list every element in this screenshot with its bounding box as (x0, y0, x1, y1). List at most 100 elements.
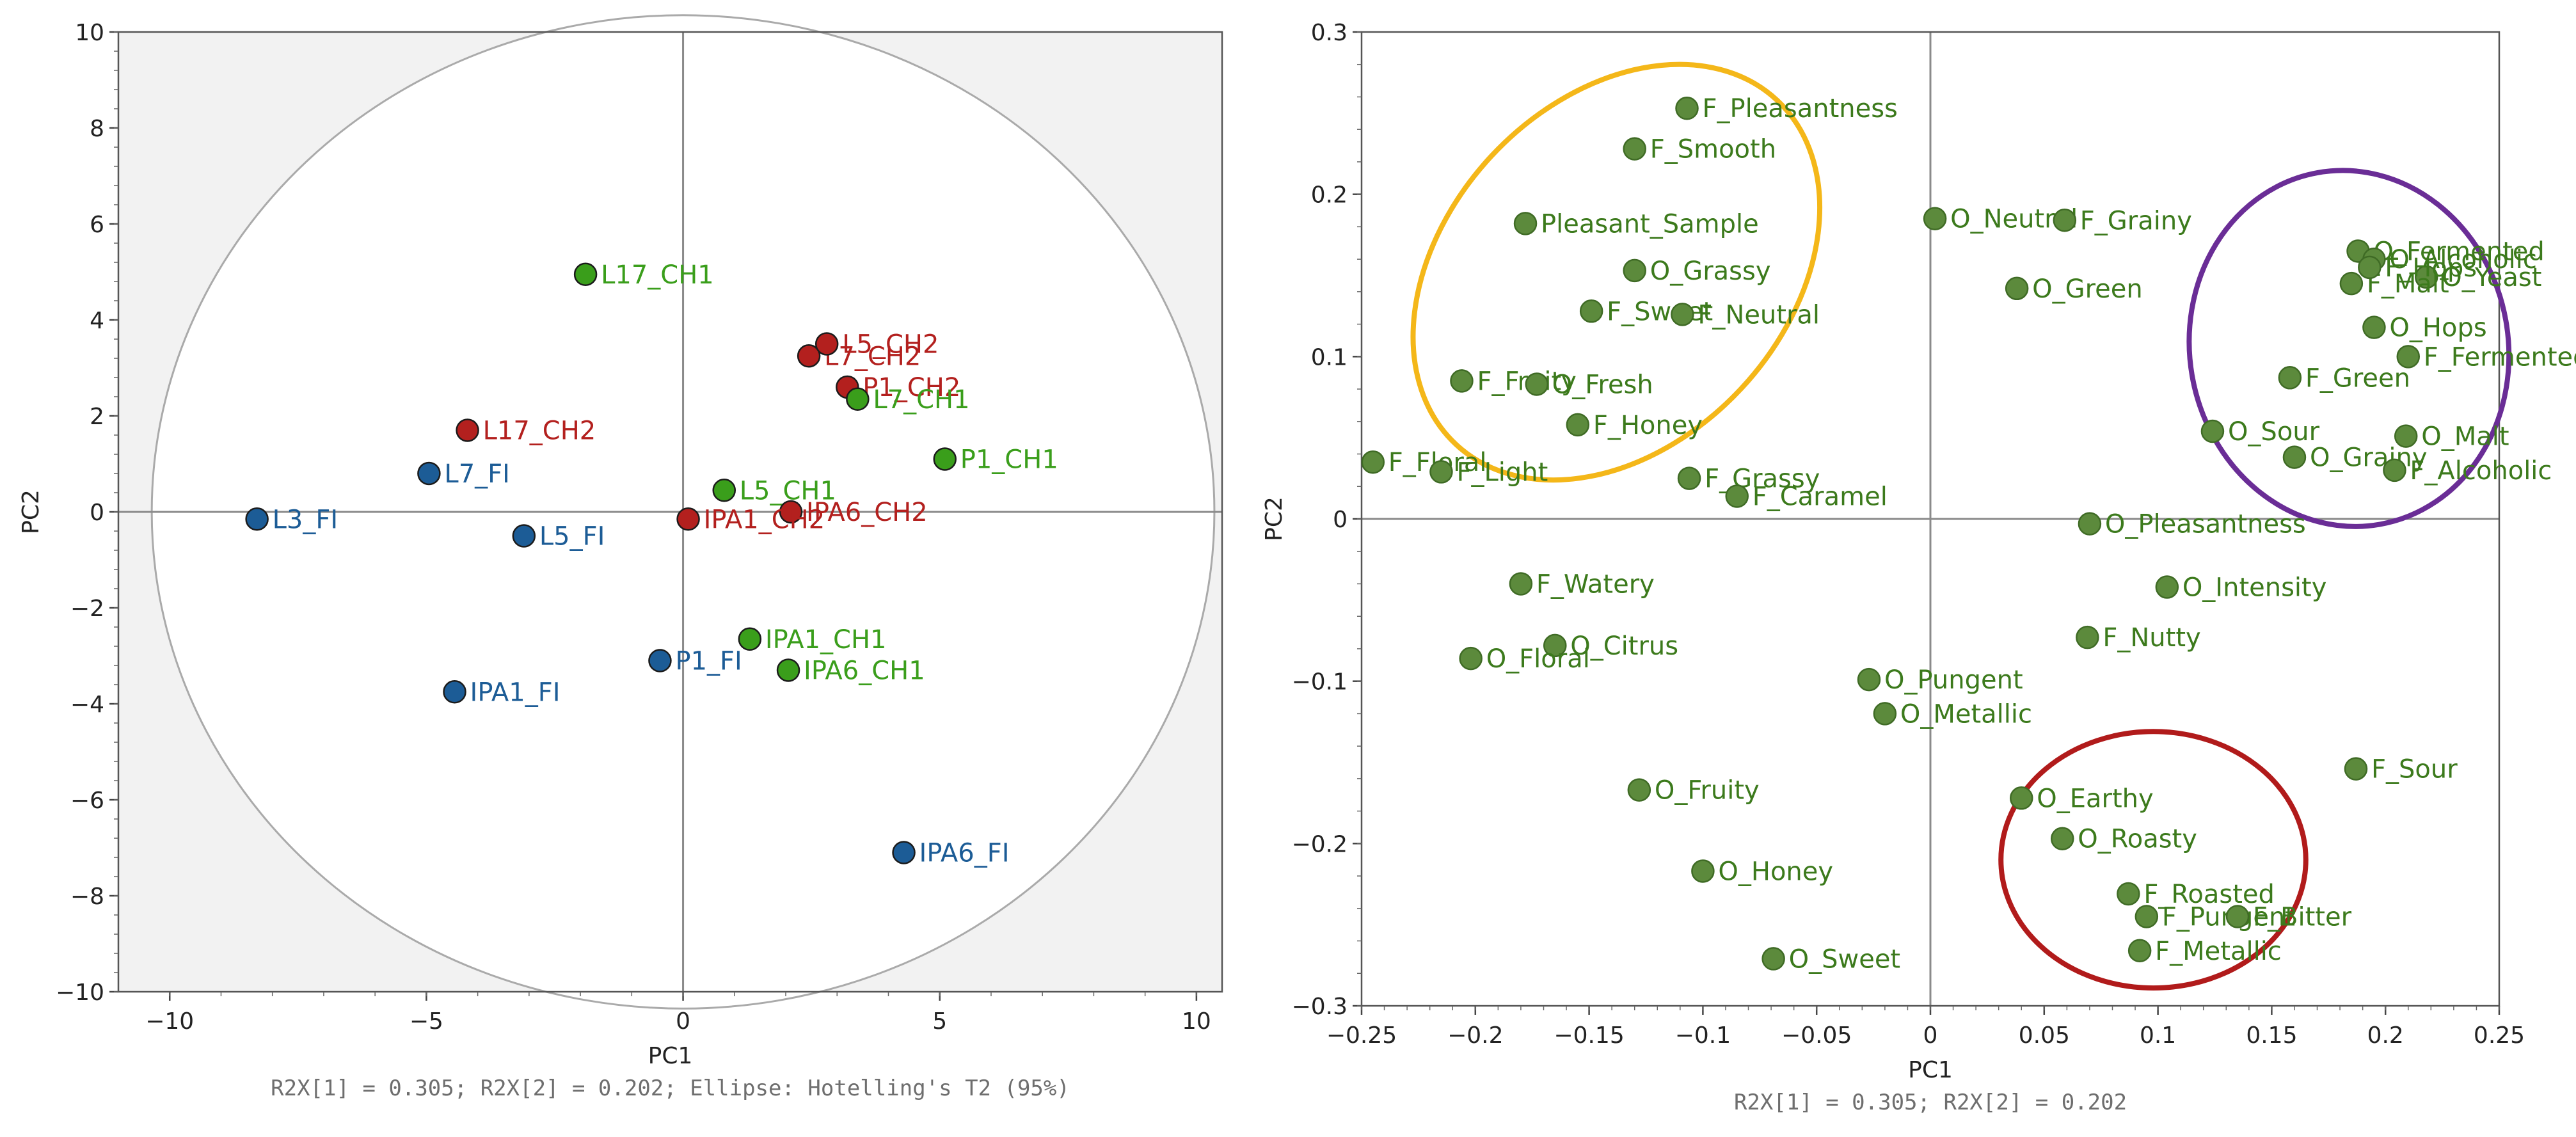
score-plot: −10 −5 0 5 10 −10 −8 −6 −4 −2 0 2 4 6 8 10 PC1 PC2 R2X[1] … (18, 14, 1223, 1101)
data-point (2339, 271, 2364, 296)
point-label: F_Light (1456, 457, 1548, 487)
point-label: O_Earthy (2037, 784, 2153, 813)
group-ellipse (2186, 168, 2512, 529)
data-point (797, 344, 821, 368)
data-point (1675, 96, 1699, 120)
data-point (1459, 646, 1483, 671)
y-tick-label: −10 (56, 980, 104, 1006)
x-axis-title: PC1 (648, 1043, 693, 1069)
data-point (776, 658, 800, 682)
x-tick-label: −0.15 (1554, 1022, 1624, 1049)
point-label: F_Alcoholic (2410, 456, 2552, 486)
data-point (443, 680, 466, 704)
x-tick-label: 0.05 (2019, 1022, 2070, 1049)
data-point (2053, 209, 2077, 232)
data-point (2127, 939, 2152, 963)
group-ellipse (1998, 729, 2309, 991)
point-label: O_Roasty (2078, 825, 2197, 854)
point-label: IPA6_CH1 (804, 656, 925, 686)
point-label: O_Sour (2228, 417, 2320, 447)
data-point (1923, 207, 1947, 230)
point-label: F_Neutral (1697, 300, 1820, 330)
data-point (1691, 859, 1715, 883)
data-point (573, 262, 598, 286)
point-label: O_Hops (2389, 314, 2486, 343)
data-point (1725, 484, 1749, 508)
point-label: F_Sour (2371, 755, 2458, 784)
point-label: L17_CH1 (601, 260, 714, 290)
point-label: IPA1_FI (470, 678, 561, 707)
x-tick-label: 0.1 (2140, 1022, 2176, 1049)
data-point (1525, 372, 1549, 396)
data-point (1873, 702, 1897, 726)
x-tick-label: 0.15 (2246, 1022, 2297, 1049)
data-point (1509, 572, 1533, 596)
y-tick-label: 8 (90, 116, 104, 142)
data-point (2009, 786, 2033, 810)
data-point (2383, 458, 2406, 482)
data-point (2344, 757, 2368, 781)
point-label: F_Roasted (2143, 880, 2275, 909)
y-tick-label: −2 (70, 596, 104, 622)
x-tick-label: 0.2 (2367, 1022, 2404, 1049)
data-point (933, 447, 957, 471)
data-point (1677, 466, 1701, 490)
x-tick-label: −0.05 (1781, 1022, 1852, 1049)
point-label: O_Metallic (1900, 699, 2032, 729)
point-label: F_Fermented (2424, 342, 2576, 372)
y-tick-label: −0.3 (1292, 994, 1348, 1020)
point-label: O_Yeast (2442, 263, 2541, 292)
y-axis-title: PC2 (18, 489, 44, 534)
point-label: F_Metallic (2155, 937, 2282, 966)
y-axis-title: PC2 (1261, 497, 1287, 541)
data-point (2282, 445, 2307, 469)
x-tick-label: 10 (1182, 1008, 1211, 1035)
data-point (2414, 265, 2438, 289)
data-point (2076, 625, 2099, 649)
x-tick-label: −0.2 (1447, 1022, 1503, 1049)
point-label: P1_FI (675, 647, 742, 676)
data-point (1623, 137, 1646, 161)
point-label: O_Pleasantness (2105, 510, 2306, 539)
point-label: O_Grassy (1650, 257, 1771, 286)
point-label: F_Sweet (1607, 297, 1713, 326)
point-label: F_Bitter (2253, 902, 2352, 932)
y-tick-label: 0.2 (1311, 182, 1348, 209)
y-tick-label: 0.3 (1311, 20, 1348, 46)
x-axis-title: PC1 (1908, 1057, 1953, 1083)
y-tick-label: 0 (1333, 507, 1348, 533)
point-label: F_Grassy (1705, 465, 1820, 494)
point-label: L3_FI (273, 505, 338, 534)
x-tick-label: 0 (676, 1008, 690, 1035)
data-point (2078, 512, 2102, 536)
point-label: O_Sweet (1789, 944, 1901, 974)
data-point (1671, 303, 1694, 326)
point-label: O_Citrus (1570, 632, 1678, 661)
point-label: F_Smooth (1650, 135, 1776, 164)
data-point (1566, 413, 1590, 437)
data-point (1579, 299, 1603, 323)
y-tick-label: −0.2 (1292, 831, 1348, 857)
point-label: IPA6_CH2 (806, 498, 928, 527)
y-tick-label: 0 (90, 500, 104, 526)
point-label: O_Green (2032, 274, 2143, 304)
x-tick-label: 0.25 (2474, 1022, 2525, 1049)
point-label: Pleasant_Sample (1541, 209, 1759, 239)
data-point (1623, 258, 1646, 283)
plot-caption: R2X[1] = 0.305; R2X[2] = 0.202 (1734, 1090, 2127, 1115)
x-tick-label: −5 (409, 1008, 443, 1035)
point-label: IPA1_CH2 (704, 505, 825, 534)
data-point (712, 479, 736, 502)
point-label: F_Caramel (1753, 482, 1888, 511)
data-point (1513, 212, 1538, 235)
y-tick-label: 0.1 (1311, 344, 1348, 370)
point-label: F_Hops (2385, 253, 2477, 283)
y-tick-label: 6 (90, 212, 104, 238)
point-label: L17_CH2 (483, 417, 596, 446)
point-label: O_Honey (1718, 857, 1833, 886)
data-point (2278, 366, 2302, 390)
data-point (2200, 419, 2225, 443)
y-tick-label: −4 (70, 692, 104, 718)
data-point (846, 387, 870, 411)
data-point (1543, 633, 1567, 658)
